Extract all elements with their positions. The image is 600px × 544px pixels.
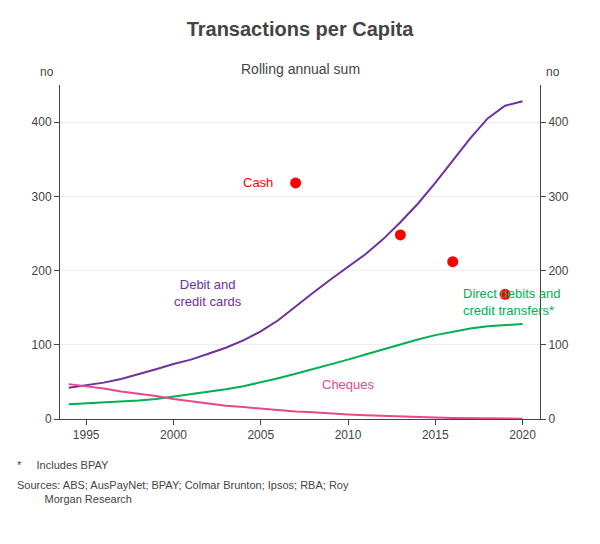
svg-text:Direct debits andcredit transf: Direct debits andcredit transfers*	[463, 286, 561, 318]
svg-text:400: 400	[548, 115, 568, 129]
svg-text:200: 200	[548, 264, 568, 278]
svg-text:300: 300	[32, 190, 52, 204]
svg-text:2005: 2005	[247, 428, 274, 442]
svg-text:no: no	[40, 65, 54, 79]
svg-text:* Includes BPAY: * Includes BPAY	[17, 459, 109, 471]
svg-text:Transactions per Capita: Transactions per Capita	[187, 18, 415, 40]
svg-text:no: no	[546, 65, 560, 79]
svg-text:0: 0	[45, 412, 52, 426]
svg-text:100: 100	[548, 338, 568, 352]
svg-text:0: 0	[548, 412, 555, 426]
svg-text:100: 100	[32, 338, 52, 352]
svg-text:400: 400	[32, 115, 52, 129]
svg-text:Rolling annual sum: Rolling annual sum	[241, 61, 360, 77]
svg-text:2000: 2000	[160, 428, 187, 442]
svg-text:Sources: ABS; AusPayNet; BPAY;: Sources: ABS; AusPayNet; BPAY; Colmar Br…	[17, 479, 349, 505]
svg-text:2020: 2020	[509, 428, 536, 442]
svg-text:Cheques: Cheques	[322, 377, 375, 392]
svg-text:Debit andcredit cards: Debit andcredit cards	[174, 277, 242, 309]
svg-text:200: 200	[32, 264, 52, 278]
svg-text:Cash: Cash	[243, 175, 273, 190]
svg-text:1995: 1995	[73, 428, 100, 442]
svg-text:2010: 2010	[335, 428, 362, 442]
svg-text:2015: 2015	[422, 428, 449, 442]
svg-text:300: 300	[548, 190, 568, 204]
